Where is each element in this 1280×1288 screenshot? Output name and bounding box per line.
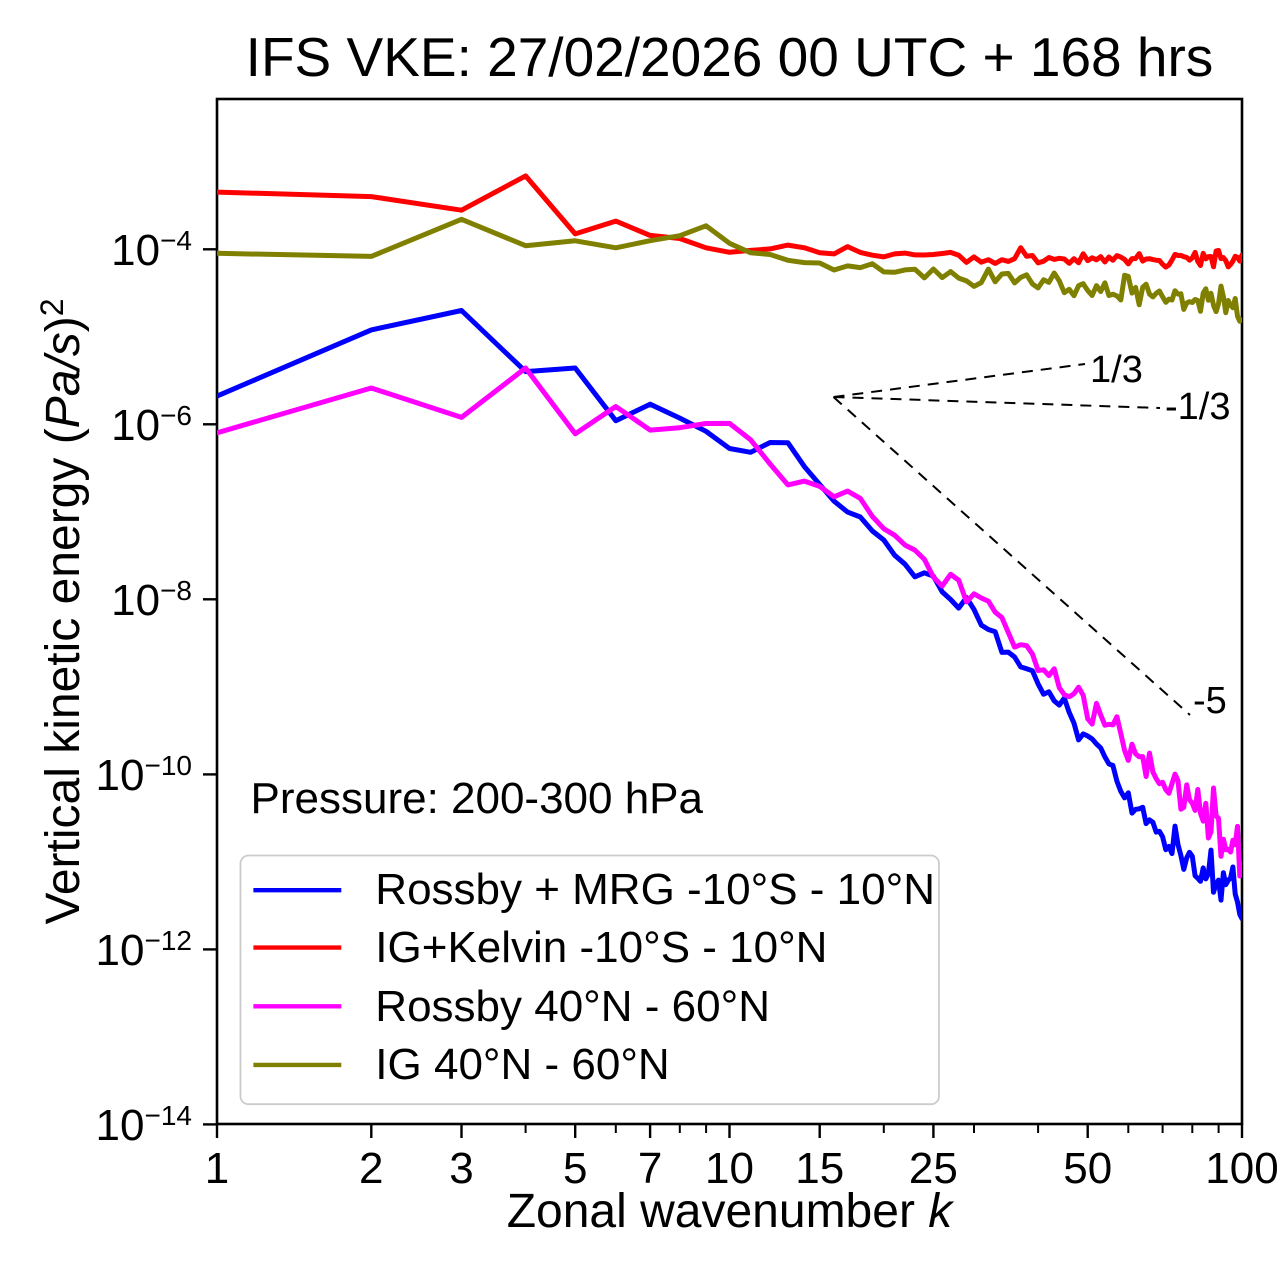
svg-text:1: 1 (205, 1144, 229, 1193)
svg-text:Rossby 40°N - 60°N: Rossby 40°N - 60°N (375, 982, 770, 1031)
svg-text:3: 3 (449, 1144, 473, 1193)
svg-text:Rossby + MRG -10°S - 10°N: Rossby + MRG -10°S - 10°N (375, 865, 935, 914)
svg-text:2: 2 (359, 1144, 383, 1193)
svg-text:-5: -5 (1193, 680, 1227, 722)
svg-text:50: 50 (1063, 1144, 1112, 1193)
svg-text:IG 40°N - 60°N: IG 40°N - 60°N (375, 1040, 669, 1089)
svg-text:-1/3: -1/3 (1165, 386, 1230, 428)
svg-text:Zonal wavenumber k: Zonal wavenumber k (507, 1185, 956, 1238)
svg-text:IG+Kelvin -10°S - 10°N: IG+Kelvin -10°S - 10°N (375, 923, 827, 972)
svg-text:100: 100 (1205, 1144, 1278, 1193)
svg-text:Vertical kinetic energy (Pa/s): Vertical kinetic energy (Pa/s)2 (34, 298, 90, 924)
svg-text:1/3: 1/3 (1090, 349, 1143, 391)
svg-text:Pressure: 200-300 hPa: Pressure: 200-300 hPa (251, 774, 704, 823)
svg-text:IFS VKE: 27/02/2026 00 UTC + 1: IFS VKE: 27/02/2026 00 UTC + 168 hrs (246, 26, 1214, 88)
